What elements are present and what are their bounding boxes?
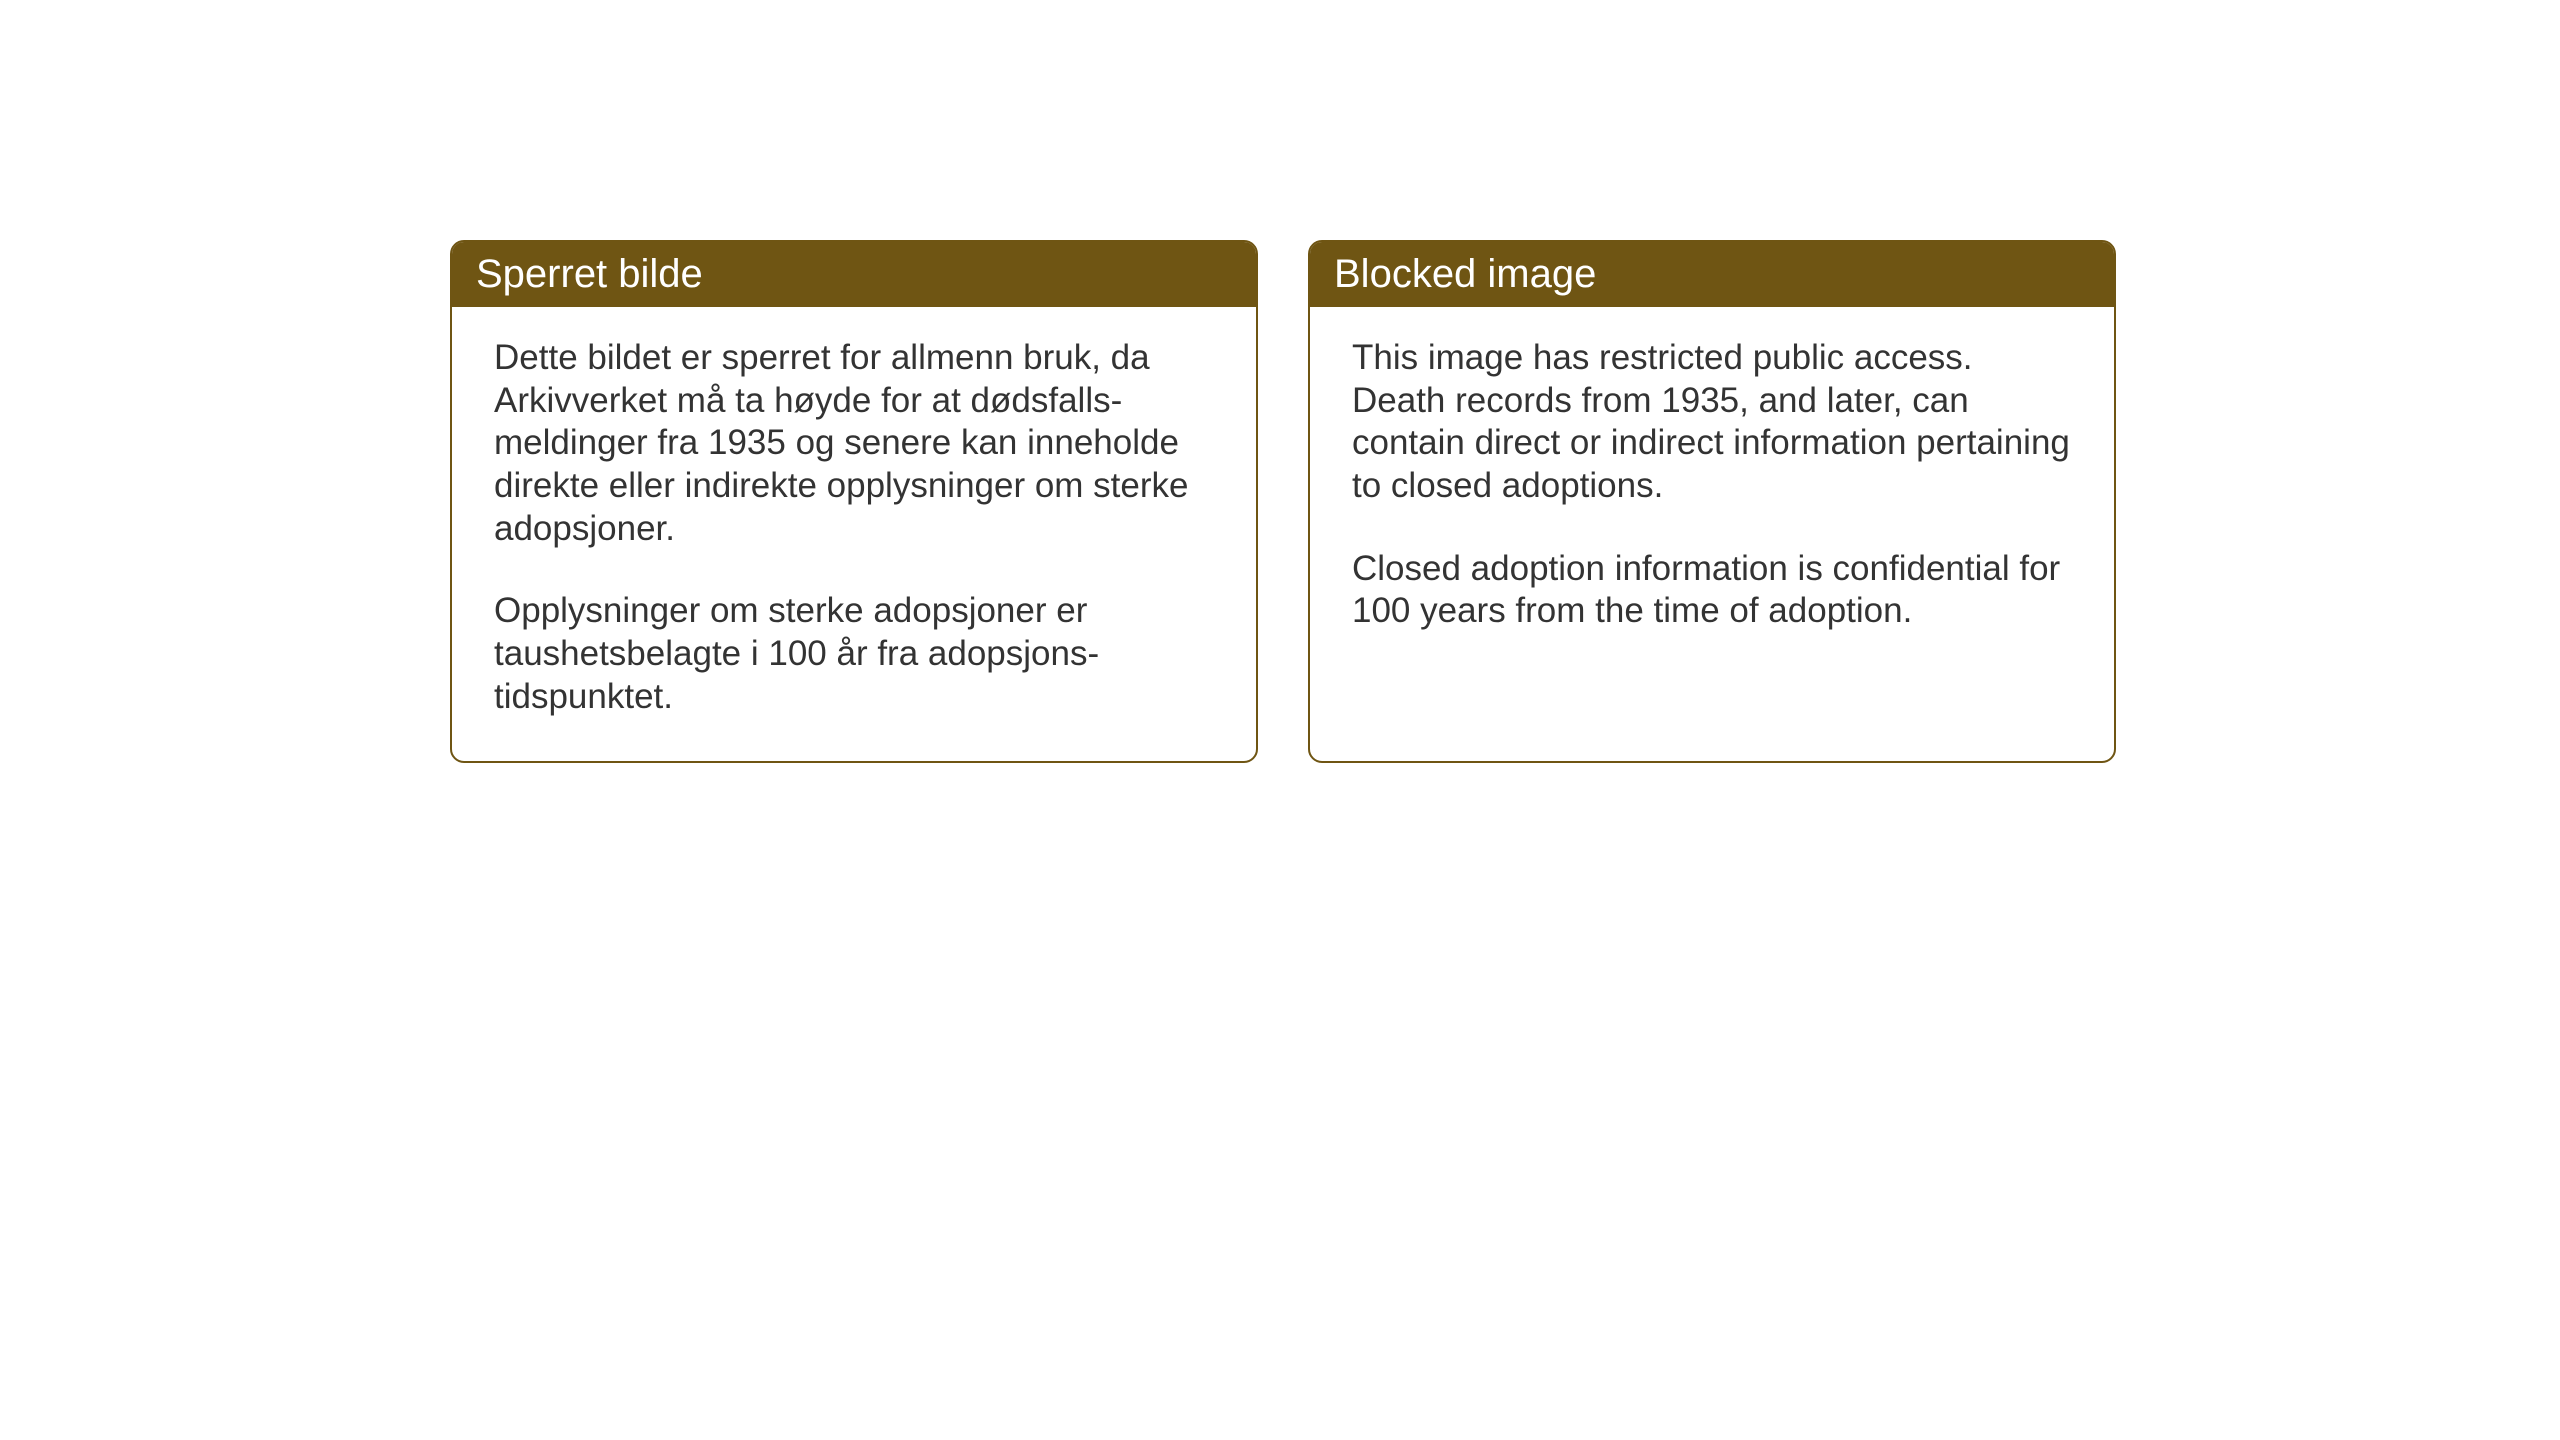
- card-title: Blocked image: [1334, 252, 1596, 296]
- notice-container: Sperret bilde Dette bildet er sperret fo…: [450, 240, 2116, 763]
- card-body: Dette bildet er sperret for allmenn bruk…: [452, 307, 1256, 761]
- card-paragraph: Dette bildet er sperret for allmenn bruk…: [494, 337, 1214, 550]
- card-paragraph: Opplysninger om sterke adopsjoner er tau…: [494, 590, 1214, 718]
- card-header: Blocked image: [1310, 242, 2114, 307]
- card-header: Sperret bilde: [452, 242, 1256, 307]
- card-title: Sperret bilde: [476, 252, 703, 296]
- card-paragraph: Closed adoption information is confident…: [1352, 548, 2072, 633]
- notice-card-english: Blocked image This image has restricted …: [1308, 240, 2116, 763]
- card-body: This image has restricted public access.…: [1310, 307, 2114, 675]
- notice-card-norwegian: Sperret bilde Dette bildet er sperret fo…: [450, 240, 1258, 763]
- card-paragraph: This image has restricted public access.…: [1352, 337, 2072, 508]
